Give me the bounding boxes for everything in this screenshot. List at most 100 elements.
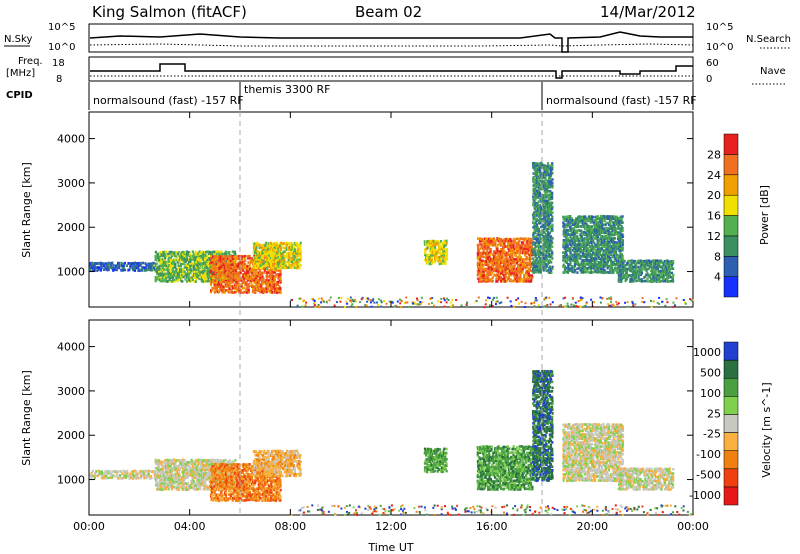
data-cell	[578, 245, 581, 248]
data-cell	[279, 287, 282, 290]
data-cell	[632, 259, 635, 263]
data-cell	[570, 229, 573, 233]
data-cell	[621, 235, 625, 238]
data-cell	[437, 259, 440, 263]
data-cell	[304, 304, 307, 307]
data-cell	[521, 262, 525, 265]
data-cell	[490, 261, 493, 264]
data-cell	[241, 281, 244, 285]
data-cell	[218, 267, 222, 270]
data-cell	[603, 245, 606, 248]
data-cell	[609, 239, 612, 242]
data-cell	[536, 185, 539, 189]
data-cell	[253, 256, 256, 259]
data-cell	[206, 274, 209, 277]
data-cell	[543, 241, 546, 245]
data-cell	[211, 267, 214, 270]
data-cell	[253, 285, 256, 288]
data-cell	[187, 276, 190, 279]
data-cell	[265, 261, 268, 264]
data-cell	[482, 249, 485, 252]
data-cell	[147, 268, 150, 271]
data-cell	[578, 263, 581, 266]
data-cell	[551, 201, 554, 205]
data-cell	[593, 231, 596, 234]
data-cell	[519, 279, 522, 283]
data-cell	[656, 267, 659, 271]
data-cell	[579, 247, 582, 250]
data-cell	[517, 266, 520, 269]
data-cell	[190, 258, 193, 262]
data-cell	[581, 215, 584, 219]
data-cell	[100, 266, 103, 269]
data-cell	[279, 273, 282, 276]
data-cell	[486, 267, 489, 270]
data-cell	[177, 264, 180, 267]
data-cell	[618, 262, 621, 265]
data-cell	[250, 277, 254, 281]
data-cell	[601, 246, 604, 250]
data-cell	[540, 237, 543, 241]
data-cell	[618, 269, 621, 273]
data-cell	[184, 272, 187, 275]
data-cell	[279, 248, 283, 251]
data-cell	[590, 240, 593, 244]
data-cell	[505, 239, 508, 243]
data-cell	[596, 236, 599, 240]
data-cell	[365, 304, 368, 307]
data-cell	[594, 224, 597, 228]
data-cell	[565, 241, 568, 244]
data-cell	[579, 254, 582, 258]
data-cell	[598, 250, 602, 254]
data-cell	[511, 261, 514, 264]
data-cell	[276, 258, 280, 262]
data-cell	[603, 241, 606, 244]
data-cell	[272, 248, 275, 252]
data-cell	[496, 237, 499, 240]
data-cell	[297, 250, 300, 254]
data-cell	[607, 229, 610, 232]
data-cell	[538, 178, 541, 181]
data-cell	[262, 277, 265, 280]
data-cell	[202, 264, 205, 268]
data-cell	[620, 270, 623, 273]
data-cell	[599, 248, 602, 252]
data-cell	[225, 271, 228, 275]
data-cell	[592, 215, 595, 219]
data-cell	[605, 215, 608, 219]
data-cell	[602, 271, 605, 275]
data-cell	[548, 249, 551, 252]
data-cell	[547, 214, 550, 217]
data-cell	[258, 243, 261, 247]
data-cell	[533, 235, 536, 239]
data-cell	[233, 291, 236, 294]
data-cell	[620, 240, 623, 244]
data-cell	[533, 205, 536, 209]
data-cell	[439, 256, 442, 259]
data-cell	[210, 253, 213, 256]
data-cell	[652, 265, 655, 269]
data-cell	[293, 248, 296, 251]
data-cell	[135, 266, 138, 270]
data-cell	[633, 265, 636, 269]
data-cell	[430, 251, 433, 255]
data-cell	[214, 285, 217, 288]
data-cell	[539, 219, 542, 223]
data-cell	[497, 258, 500, 261]
data-cell	[256, 287, 259, 290]
data-cell	[597, 255, 600, 258]
data-cell	[509, 243, 512, 247]
data-cell	[495, 251, 498, 255]
data-cell	[588, 265, 591, 268]
data-cell	[621, 243, 624, 246]
data-cell	[538, 198, 542, 201]
data-cell	[99, 269, 102, 272]
data-cell	[576, 251, 579, 254]
data-cell	[523, 279, 526, 283]
data-cell	[610, 258, 613, 262]
data-cell	[653, 279, 656, 283]
data-cell	[512, 267, 515, 270]
data-cell	[524, 243, 527, 247]
data-cell	[569, 259, 572, 262]
